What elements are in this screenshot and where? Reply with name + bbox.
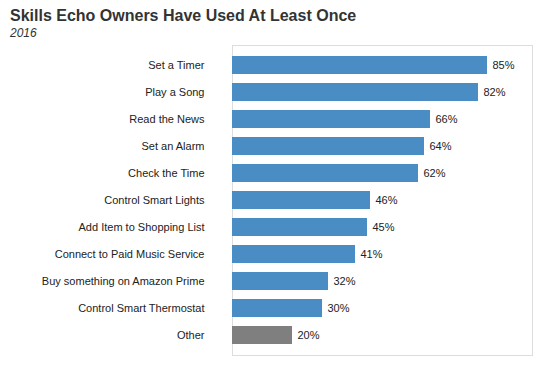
- svg-text:64%: 64%: [430, 140, 452, 152]
- svg-text:Play a Song: Play a Song: [145, 86, 204, 98]
- svg-text:Check the Time: Check the Time: [128, 167, 204, 179]
- svg-text:Add Item to Shopping List: Add Item to Shopping List: [79, 221, 205, 233]
- svg-text:Set a Timer: Set a Timer: [148, 59, 205, 71]
- svg-text:82%: 82%: [484, 86, 506, 98]
- svg-text:Buy something on Amazon Prime: Buy something on Amazon Prime: [42, 275, 205, 287]
- svg-text:30%: 30%: [328, 302, 350, 314]
- svg-text:Control Smart Lights: Control Smart Lights: [104, 194, 205, 206]
- html-text:2016: 2016: [10, 26, 37, 40]
- svg-text:20%: 20%: [298, 329, 320, 341]
- svg-text:Connect to Paid Music Service: Connect to Paid Music Service: [55, 248, 205, 260]
- svg-text:66%: 66%: [436, 113, 458, 125]
- svg-text:Control Smart Thermostat: Control Smart Thermostat: [78, 302, 204, 314]
- svg-text:46%: 46%: [376, 194, 398, 206]
- svg-text:85%: 85%: [493, 59, 515, 71]
- svg-text:Read the News: Read the News: [129, 113, 205, 125]
- svg-text:Set an Alarm: Set an Alarm: [142, 140, 205, 152]
- svg-text:41%: 41%: [361, 248, 383, 260]
- svg-text:62%: 62%: [424, 167, 446, 179]
- svg-text:Other: Other: [177, 329, 205, 341]
- svg-text:45%: 45%: [373, 221, 395, 233]
- svg-text:32%: 32%: [334, 275, 356, 287]
- html-text:Skills Echo Owners Have Used A: Skills Echo Owners Have Used At Least On…: [10, 7, 357, 24]
